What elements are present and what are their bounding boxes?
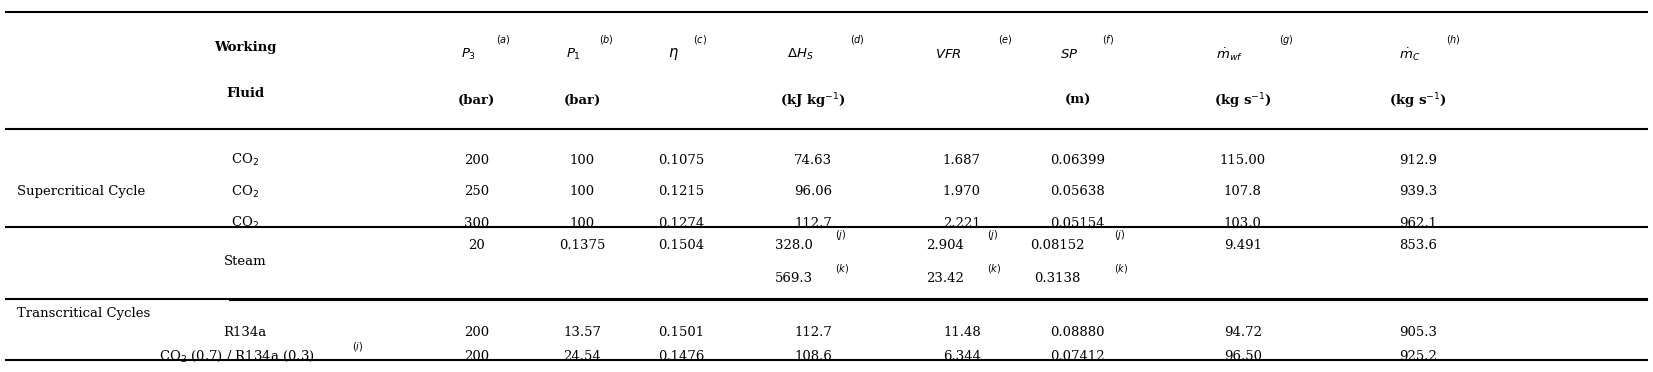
Text: 100: 100 (570, 154, 595, 167)
Text: 13.57: 13.57 (564, 326, 602, 339)
Text: 1.687: 1.687 (942, 154, 980, 167)
Text: $\eta$: $\eta$ (668, 46, 678, 62)
Text: CO$_2$: CO$_2$ (231, 183, 260, 200)
Text: 0.07412: 0.07412 (1050, 350, 1104, 363)
Text: $P_3$: $P_3$ (461, 47, 476, 62)
Text: 200: 200 (464, 326, 489, 339)
Text: 0.1075: 0.1075 (658, 154, 704, 167)
Text: CO$_2$ (0.7) / R134a (0.3): CO$_2$ (0.7) / R134a (0.3) (159, 349, 314, 364)
Text: $(k)$: $(k)$ (835, 262, 850, 275)
Text: $(j)$: $(j)$ (1114, 228, 1126, 242)
Text: CO$_2$: CO$_2$ (231, 215, 260, 231)
Text: 0.08152: 0.08152 (1030, 239, 1084, 252)
Text: 0.1274: 0.1274 (658, 217, 704, 230)
Text: 328.0: 328.0 (775, 239, 812, 252)
Text: 74.63: 74.63 (793, 154, 833, 167)
Text: $(k)$: $(k)$ (1114, 262, 1129, 275)
Text: 94.72: 94.72 (1223, 326, 1261, 339)
Text: (kg s$^{-1}$): (kg s$^{-1}$) (1389, 91, 1446, 110)
Text: Working: Working (213, 41, 276, 54)
Text: 107.8: 107.8 (1223, 185, 1261, 198)
Text: $VFR$: $VFR$ (936, 48, 962, 61)
Text: 200: 200 (464, 350, 489, 363)
Text: 20: 20 (468, 239, 484, 252)
Text: (bar): (bar) (564, 94, 600, 107)
Text: 100: 100 (570, 217, 595, 230)
Text: 6.344: 6.344 (942, 350, 980, 363)
Text: $\dot{m}_C$: $\dot{m}_C$ (1398, 46, 1420, 63)
Text: 112.7: 112.7 (795, 326, 831, 339)
Text: 200: 200 (464, 154, 489, 167)
Text: 100: 100 (570, 185, 595, 198)
Text: (kg s$^{-1}$): (kg s$^{-1}$) (1213, 91, 1271, 110)
Text: $P_1$: $P_1$ (567, 47, 582, 62)
Text: Transcritical Cycles: Transcritical Cycles (17, 307, 150, 320)
Text: R134a: R134a (223, 326, 266, 339)
Text: $(d)$: $(d)$ (850, 33, 865, 46)
Text: $(g)$: $(g)$ (1279, 33, 1294, 46)
Text: $(e)$: $(e)$ (998, 33, 1013, 46)
Text: 9.491: 9.491 (1223, 239, 1261, 252)
Text: 0.1504: 0.1504 (658, 239, 704, 252)
Text: 96.50: 96.50 (1223, 350, 1261, 363)
Text: 0.1476: 0.1476 (658, 350, 704, 363)
Text: (bar): (bar) (458, 94, 494, 107)
Text: 0.08880: 0.08880 (1050, 326, 1104, 339)
Text: 11.48: 11.48 (944, 326, 980, 339)
Text: $SP$: $SP$ (1060, 48, 1078, 61)
Text: 103.0: 103.0 (1223, 217, 1261, 230)
Text: 2.904: 2.904 (926, 239, 964, 252)
Text: 0.3138: 0.3138 (1035, 272, 1081, 285)
Text: 250: 250 (464, 185, 489, 198)
Text: 300: 300 (464, 217, 489, 230)
Text: $(h)$: $(h)$ (1446, 33, 1461, 46)
Text: $(i)$: $(i)$ (352, 340, 364, 353)
Text: $\Delta H_S$: $\Delta H_S$ (787, 47, 813, 62)
Text: 0.05154: 0.05154 (1050, 217, 1104, 230)
Text: (kJ kg$^{-1}$): (kJ kg$^{-1}$) (780, 91, 846, 110)
Text: Supercritical Cycle: Supercritical Cycle (17, 185, 145, 198)
Text: $(c)$: $(c)$ (693, 33, 707, 46)
Text: 23.42: 23.42 (926, 272, 964, 285)
Text: 569.3: 569.3 (774, 272, 813, 285)
Text: $(j)$: $(j)$ (835, 228, 846, 242)
Text: $(j)$: $(j)$ (987, 228, 998, 242)
Text: 912.9: 912.9 (1398, 154, 1436, 167)
Text: 96.06: 96.06 (793, 185, 833, 198)
Text: 0.1215: 0.1215 (658, 185, 704, 198)
Text: 24.54: 24.54 (564, 350, 602, 363)
Text: 0.05638: 0.05638 (1050, 185, 1104, 198)
Text: 853.6: 853.6 (1398, 239, 1436, 252)
Text: 0.06399: 0.06399 (1050, 154, 1106, 167)
Text: $(b)$: $(b)$ (598, 33, 613, 46)
Text: 115.00: 115.00 (1220, 154, 1266, 167)
Text: 0.1501: 0.1501 (658, 326, 704, 339)
Text: 2.221: 2.221 (944, 217, 980, 230)
Text: 0.1375: 0.1375 (559, 239, 605, 252)
Text: Steam: Steam (223, 256, 266, 269)
Text: 112.7: 112.7 (795, 217, 831, 230)
Text: 939.3: 939.3 (1398, 185, 1436, 198)
Text: 1.970: 1.970 (942, 185, 980, 198)
Text: CO$_2$: CO$_2$ (231, 152, 260, 168)
Text: (m): (m) (1065, 94, 1091, 107)
Text: 925.2: 925.2 (1398, 350, 1436, 363)
Text: $(f)$: $(f)$ (1103, 33, 1114, 46)
Text: 905.3: 905.3 (1398, 326, 1436, 339)
Text: Fluid: Fluid (226, 87, 264, 100)
Text: 962.1: 962.1 (1398, 217, 1436, 230)
Text: 108.6: 108.6 (795, 350, 831, 363)
Text: $\dot{m}_{wf}$: $\dot{m}_{wf}$ (1217, 46, 1243, 63)
Text: $(k)$: $(k)$ (987, 262, 1002, 275)
Text: $(a)$: $(a)$ (496, 33, 511, 46)
